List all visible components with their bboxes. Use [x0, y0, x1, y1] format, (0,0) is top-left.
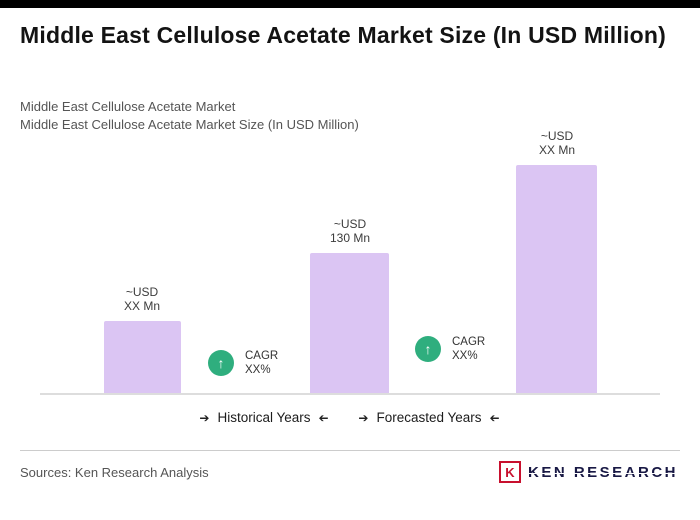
x-axis-span-forecasted: ➔ Forecasted Years ➔ [358, 410, 499, 425]
cagr-badge-historical: ↑ CAGR XX% [208, 349, 278, 377]
bar-chart: ~USD XX Mn ~USD 130 Mn ~USD XX Mn ↑ CAGR… [40, 115, 660, 395]
x-axis-span-historical: ➔ Historical Years ➔ [199, 410, 328, 425]
historical-years-label: Historical Years [217, 410, 311, 425]
top-accent-bar [0, 0, 700, 8]
cagr-badge-forecast: ↑ CAGR XX% [415, 335, 485, 363]
bar-value-amount: XX Mn [123, 299, 160, 313]
growth-up-arrow-icon: ↑ [208, 350, 234, 376]
forecasted-years-label: Forecasted Years [376, 410, 482, 425]
chart-caption-line2: Middle East Cellulose Acetate Market Siz… [20, 117, 359, 132]
cagr-label: CAGR XX% [245, 349, 278, 377]
arrow-left-icon: ➔ [318, 410, 329, 425]
cagr-value: XX% [245, 364, 271, 376]
bar-value-amount: XX Mn [538, 143, 575, 157]
bar-value-prefix: ~USD [125, 285, 159, 299]
ken-research-logo-icon: K [498, 461, 521, 483]
bar-base-year [310, 253, 389, 393]
bar-forecast [516, 165, 597, 393]
arrow-right-icon: ➔ [358, 410, 369, 425]
arrow-left-icon: ➔ [489, 410, 500, 425]
bar-value-label-historical: ~USD XX Mn [82, 285, 202, 313]
cagr-title: CAGR [452, 336, 486, 348]
arrow-right-icon: ➔ [199, 410, 210, 425]
sources-note: Sources: Ken Research Analysis [20, 465, 209, 480]
cagr-title: CAGR [245, 350, 279, 362]
page-title: Middle East Cellulose Acetate Market Siz… [20, 22, 666, 48]
bar-historical [104, 321, 181, 393]
ken-research-logo-text: KEN RESEARCH [527, 463, 679, 481]
ken-research-logo: K KEN RESEARCH [498, 461, 679, 483]
chart-caption-line1: Middle East Cellulose Acetate Market [20, 99, 236, 114]
growth-up-arrow-icon: ↑ [415, 336, 441, 362]
bar-value-prefix: ~USD [333, 217, 367, 231]
cagr-label: CAGR XX% [452, 335, 485, 363]
bar-value-prefix: ~USD [540, 129, 574, 143]
footer-divider [20, 450, 680, 451]
bar-value-label-forecast: ~USD XX Mn [497, 129, 617, 157]
cagr-value: XX% [452, 350, 478, 362]
bar-value-label-base-year: ~USD 130 Mn [290, 217, 410, 245]
bar-value-amount: 130 Mn [329, 231, 371, 245]
